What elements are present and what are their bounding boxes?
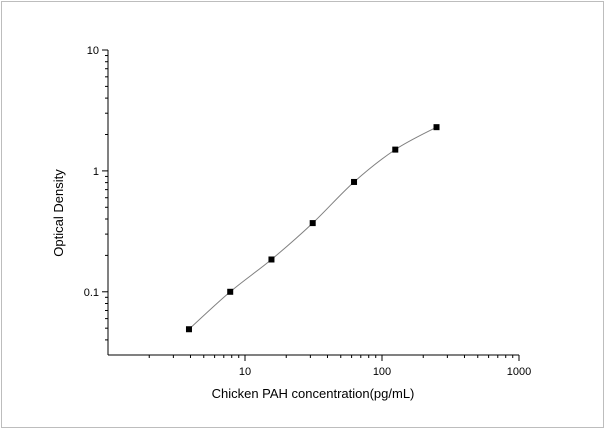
data-point <box>268 256 275 263</box>
y-ticks: 0.1 1 10 <box>84 45 108 341</box>
data-point <box>309 220 316 227</box>
y-tick-label: 10 <box>87 45 99 57</box>
data-point <box>185 326 192 333</box>
data-point <box>351 178 358 185</box>
data-point <box>392 146 399 153</box>
x-tick-label: 1000 <box>507 366 531 378</box>
y-tick-label: 1 <box>93 166 99 178</box>
data-point <box>227 288 234 295</box>
axes <box>107 50 519 356</box>
y-tick-label: 0.1 <box>84 287 99 299</box>
x-tick-label: 10 <box>239 366 251 378</box>
x-axis-label: Chicken PAH concentration(pg/mL) <box>212 386 415 401</box>
x-ticks: 10 100 1000 <box>148 355 531 378</box>
x-tick-label: 100 <box>373 366 391 378</box>
data-point <box>433 124 440 131</box>
y-axis-label: Optical Density <box>51 169 66 257</box>
data-points <box>185 124 440 333</box>
fit-curve <box>188 126 437 330</box>
